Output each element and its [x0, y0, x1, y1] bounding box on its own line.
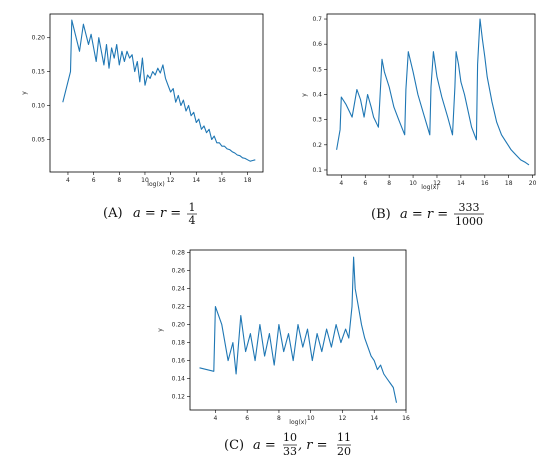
- panel-c-ytick-label: 0.26: [172, 268, 186, 275]
- panel-c-xtick-label: 10: [307, 415, 315, 422]
- caption-c-math-r: , r =: [298, 438, 328, 453]
- panel-a-xtick-label: 18: [244, 177, 252, 184]
- caption-b: (B) a = r = 333 1000: [371, 201, 484, 228]
- caption-c-a-numerator: 10: [283, 431, 297, 444]
- panel-c-ytick-label: 0.14: [172, 376, 186, 383]
- panel-c-xlabel: log(x): [289, 419, 306, 426]
- panel-b-ytick-label: 0.2: [312, 142, 322, 149]
- panel-b-ylabel: y: [301, 93, 308, 97]
- panel-a-ytick-label: 0.15: [32, 69, 46, 76]
- caption-c-r-numerator: 11: [337, 431, 351, 444]
- panel-a-xlabel: log(x): [147, 181, 164, 188]
- panel-b-ytick-label: 0.5: [312, 66, 322, 73]
- panel-a-xtick-label: 6: [92, 177, 96, 184]
- panel-b-xtick-label: 20: [529, 180, 537, 187]
- panel-b-xtick-label: 6: [363, 180, 367, 187]
- panel-a-xtick-label: 14: [192, 177, 200, 184]
- panel-c-xtick-label: 6: [245, 415, 249, 422]
- panel-a-xtick-label: 16: [218, 177, 226, 184]
- caption-c-math-a: a =: [253, 438, 276, 453]
- panel-a-xtick-label: 12: [167, 177, 175, 184]
- panel-b-xtick-label: 18: [505, 180, 513, 187]
- panel-c-xtick-label: 4: [213, 415, 217, 422]
- panel-b-ytick-label: 0.6: [312, 41, 322, 48]
- panel-c-xtick-label: 14: [370, 415, 378, 422]
- panel-b-xtick-label: 4: [339, 180, 343, 187]
- panel-a-ticks: 4 6 8 10 12 14 16 18 0.05 0.10 0.15 0.20: [32, 35, 252, 184]
- panel-c-ticks: 4 6 8 10 12 14 16 0.12 0.14 0.16 0.18 0.20 0.22 0.24 0…: [172, 250, 410, 422]
- panel-c-xtick-label: 12: [339, 415, 347, 422]
- panel-c-ytick-label: 0.18: [172, 340, 186, 347]
- panel-a-ytick-label: 0.10: [32, 103, 46, 110]
- panel-b-xtick-label: 10: [409, 180, 417, 187]
- caption-a-numerator: 1: [189, 201, 196, 214]
- panel-b-xtick-label: 12: [433, 180, 441, 187]
- panel-a-ytick-label: 0.05: [32, 136, 46, 143]
- panel-a-frame: [49, 13, 264, 173]
- panel-b-series-line: [336, 18, 530, 166]
- caption-c-a-denominator: 33: [283, 445, 297, 458]
- caption-b-denominator: 1000: [455, 215, 483, 228]
- caption-c-label: (C): [224, 438, 244, 453]
- panel-c-xtick-label: 8: [277, 415, 281, 422]
- panel-b-ytick-label: 0.7: [312, 16, 322, 23]
- panel-b-ytick-label: 0.3: [312, 117, 322, 124]
- panel-c: 4 6 8 10 12 14 16 0.12 0.14 0.16 0.18 0.20 0.22 0.24 0…: [157, 249, 410, 426]
- caption-a-label: (A): [103, 206, 123, 221]
- panel-b-xtick-label: 8: [387, 180, 391, 187]
- caption-b-math: a = r =: [400, 207, 448, 222]
- caption-b-label: (B): [371, 207, 391, 222]
- panel-a-xtick-label: 8: [117, 177, 121, 184]
- caption-c-r-denominator: 20: [337, 445, 351, 458]
- panel-a-series-line: [62, 19, 256, 162]
- caption-a-math: a = r =: [133, 206, 181, 221]
- panel-a: 4 6 8 10 12 14 16 18 0.05 0.10 0.15 0.20 log(x) y: [21, 13, 264, 188]
- panel-a-xtick-label: 4: [66, 177, 70, 184]
- panel-c-ytick-label: 0.20: [172, 322, 186, 329]
- panel-b-ytick-label: 0.4: [312, 92, 322, 99]
- panel-c-ytick-label: 0.16: [172, 358, 186, 365]
- panel-b-xtick-label: 16: [481, 180, 489, 187]
- panel-c-ytick-label: 0.24: [172, 286, 186, 293]
- panel-a-ytick-label: 0.20: [32, 35, 46, 42]
- panel-b-ytick-label: 0.1: [312, 167, 322, 174]
- panel-b-xlabel: log(x): [421, 184, 438, 191]
- panel-a-xtick-label: 10: [141, 177, 149, 184]
- panel-c-frame: [189, 249, 407, 411]
- panel-b: 4 6 8 10 12 14 16 18 20 0.1 0.2 0.3 0.4 0.5 0.6 0.7 log…: [301, 13, 537, 191]
- panel-c-series-line: [199, 256, 398, 403]
- panel-c-ytick-label: 0.12: [172, 394, 186, 401]
- panel-c-ytick-label: 0.22: [172, 304, 186, 311]
- caption-b-numerator: 333: [459, 201, 480, 214]
- panel-b-ticks: 4 6 8 10 12 14 16 18 20 0.1 0.2 0.3 0.4 0.5 0.6 0.7: [312, 16, 536, 187]
- caption-a-denominator: 4: [189, 214, 196, 227]
- panel-a-ylabel: y: [21, 91, 28, 95]
- panel-c-ylabel: y: [157, 328, 164, 332]
- caption-a: (A) a = r = 1 4: [103, 201, 197, 227]
- panel-c-xtick-label: 16: [402, 415, 410, 422]
- panel-c-ytick-label: 0.28: [172, 250, 186, 257]
- panel-b-xtick-label: 14: [457, 180, 465, 187]
- caption-c: (C) a = 10 33 , r = 11 20: [224, 431, 351, 458]
